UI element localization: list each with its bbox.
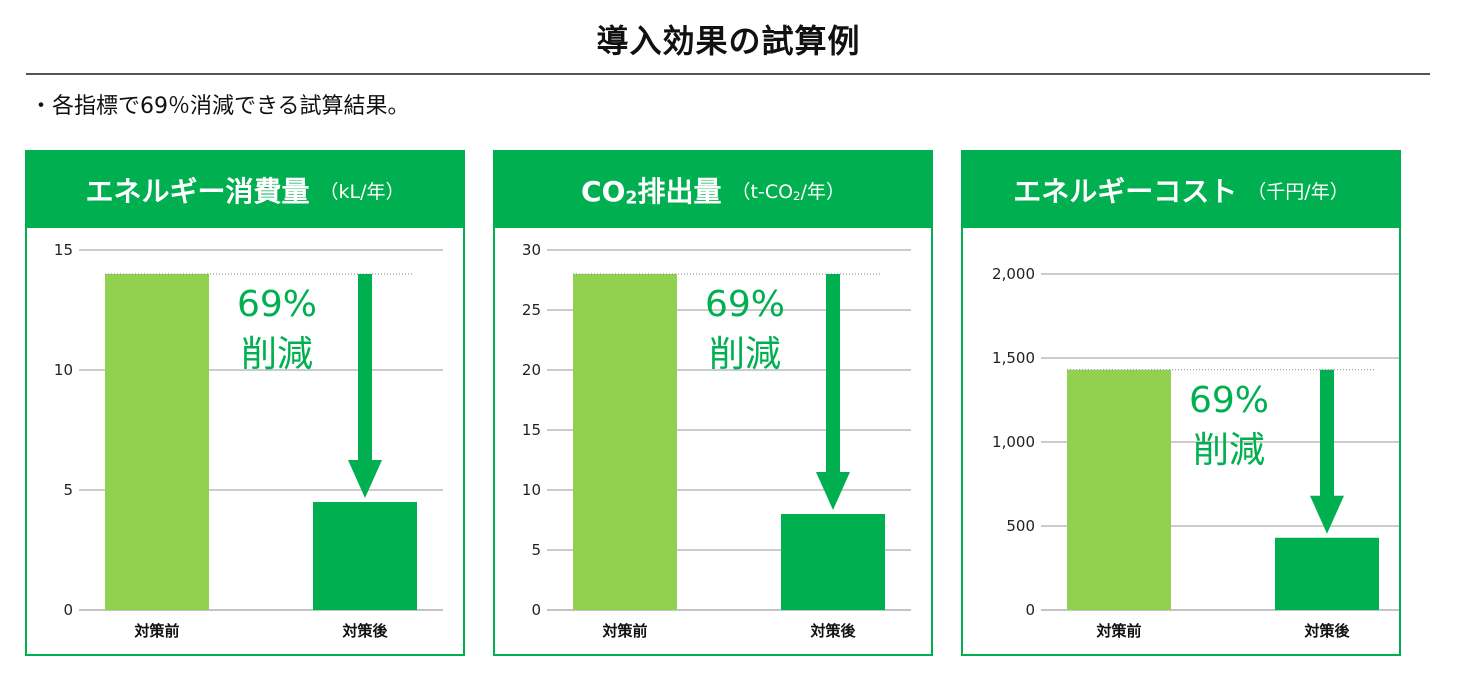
y-tick-label: 15: [522, 421, 541, 439]
x-category-label: 対策後: [1303, 622, 1350, 640]
bar-after: [1275, 537, 1379, 610]
reduction-label: 削減: [1193, 430, 1265, 471]
bar-before: [105, 274, 209, 610]
chart-title: CO2排出量: [581, 170, 721, 210]
y-tick-label: 15: [54, 241, 73, 259]
y-tick-label: 5: [63, 481, 73, 499]
y-tick-label: 25: [522, 301, 541, 319]
y-tick-label: 1,000: [992, 433, 1035, 451]
y-tick-label: 500: [1006, 517, 1035, 535]
title-rule: [26, 73, 1430, 75]
chart-unit-part: /年）: [800, 180, 845, 203]
reduction-percent-label: 69%: [237, 284, 317, 325]
chart-unit-part: （t-CO: [731, 180, 794, 203]
chart-unit: （kL/年）: [319, 180, 405, 203]
y-tick-label: 0: [63, 601, 73, 619]
bar-chart-co2: 0 5 10 15 20 25 30 対策前 対策後 69% 削減: [522, 241, 911, 640]
y-tick-label: 30: [522, 241, 541, 259]
chart-unit: （千円/年）: [1247, 180, 1349, 203]
reduction-arrow-head: [816, 472, 850, 510]
reduction-label: 削減: [241, 334, 313, 375]
reduction-arrow-head: [348, 460, 382, 498]
y-tick-label: 2,000: [992, 265, 1035, 283]
chart-title-part: CO: [581, 175, 626, 208]
y-tick-label: 10: [522, 481, 541, 499]
chart-title-part: 排出量: [637, 175, 722, 208]
reduction-percent-label: 69%: [705, 284, 785, 325]
bar-after: [781, 514, 885, 610]
x-category-label: 対策後: [341, 622, 388, 640]
y-tick-label: 1,500: [992, 349, 1035, 367]
x-category-label: 対策前: [1095, 622, 1141, 640]
y-tick-label: 10: [54, 361, 73, 379]
bar-before: [1067, 369, 1171, 610]
lead-text: ・各指標で69％消減できる試算結果。: [30, 94, 410, 119]
x-category-label: 対策前: [601, 622, 647, 640]
chart-header: CO2排出量 （t-CO2/年）: [495, 152, 931, 228]
y-tick-label: 0: [531, 601, 541, 619]
y-tick-label: 20: [522, 361, 541, 379]
x-category-label: 対策前: [133, 622, 179, 640]
bar-chart-cost: 0 500 1,000 1,500 2,000 対策前 対策後 69% 削減: [992, 265, 1399, 640]
reduction-arrow-head: [1310, 495, 1344, 534]
bar-before: [573, 274, 677, 610]
bar-chart-energy: 0 5 10 15 対策前 対策後 69% 削減: [54, 241, 443, 640]
reduction-percent-label: 69%: [1189, 380, 1269, 421]
chart-unit-subscript: 2: [793, 188, 801, 203]
chart-header: エネルギー消費量 （kL/年）: [27, 152, 463, 228]
y-tick-label: 0: [1025, 601, 1035, 619]
chart-title-subscript: 2: [625, 188, 638, 209]
y-tick-label: 5: [531, 541, 541, 559]
page-title: 導入効果の試算例: [596, 22, 861, 60]
bar-after: [313, 502, 417, 610]
reduction-label: 削減: [709, 334, 781, 375]
chart-panel-cost: エネルギーコスト （千円/年） 0 500 1,000 1,500 2,000 対策前 対策後…: [961, 150, 1401, 656]
chart-unit: （t-CO2/年）: [732, 177, 845, 204]
chart-title: エネルギーコスト: [1013, 175, 1238, 208]
chart-panel-co2: CO2排出量 （t-CO2/年） 0 5 10 15 20 25 30 対策前 対策後 69% 削減: [493, 150, 933, 656]
chart-title: エネルギー消費量: [85, 175, 310, 208]
chart-panel-energy: エネルギー消費量 （kL/年） 0 5 10 15 対策前 対策後 69% 削減: [25, 150, 465, 656]
x-category-label: 対策後: [809, 622, 856, 640]
chart-header: エネルギーコスト （千円/年）: [963, 152, 1399, 228]
